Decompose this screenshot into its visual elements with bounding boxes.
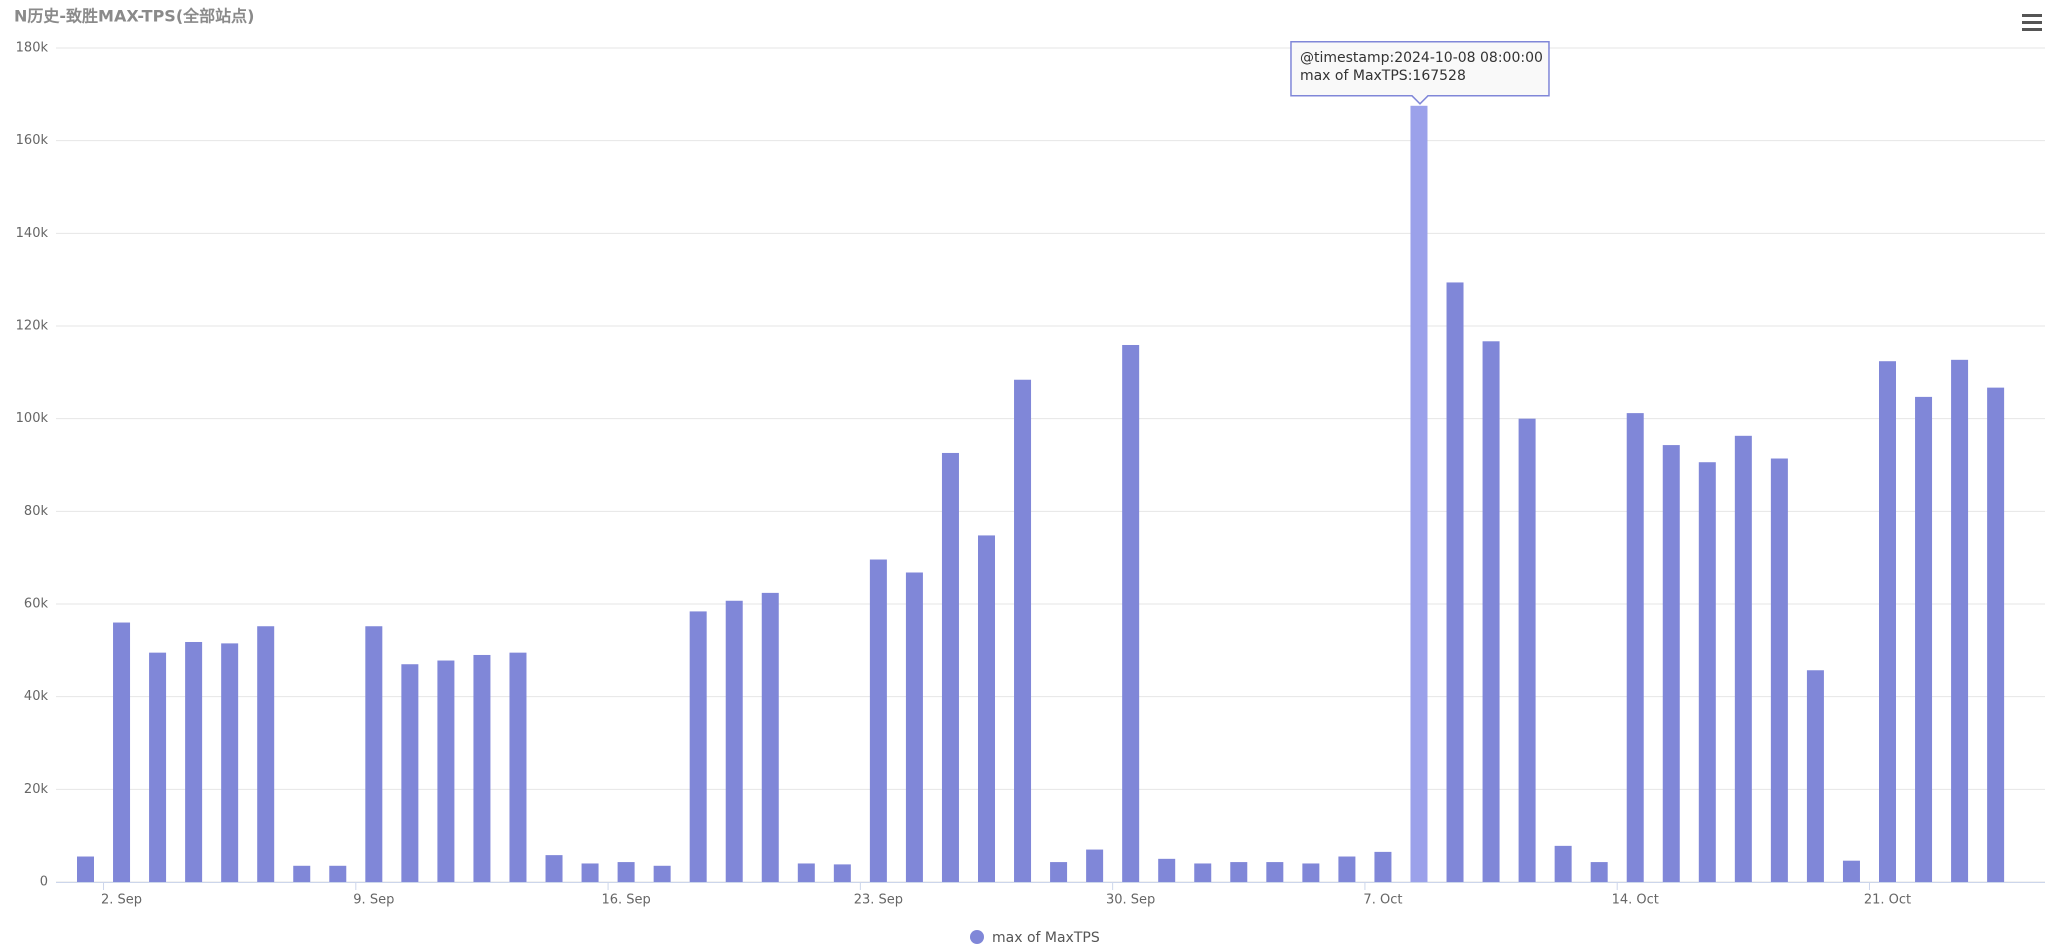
bar xyxy=(365,626,383,882)
bar xyxy=(1590,862,1608,882)
bar xyxy=(1446,282,1464,882)
bar xyxy=(1014,379,1032,882)
tooltip-line: max of MaxTPS:167528 xyxy=(1300,68,1466,84)
x-tick-label: 30. Sep xyxy=(1106,893,1155,908)
bar xyxy=(869,559,887,882)
x-tick-label: 7. Oct xyxy=(1363,893,1402,908)
bar xyxy=(1086,849,1104,882)
y-tick-label: 100k xyxy=(16,411,49,426)
bar xyxy=(1554,845,1572,882)
bar xyxy=(149,652,167,882)
bar xyxy=(437,660,455,882)
y-tick-label: 120k xyxy=(16,319,49,334)
bar xyxy=(1626,413,1644,882)
bar xyxy=(1662,445,1680,882)
bar xyxy=(689,611,707,882)
bar xyxy=(1987,387,2005,882)
tooltip: @timestamp:2024-10-08 08:00:00 max of Max… xyxy=(1290,41,1550,105)
x-tick-label: 9. Sep xyxy=(353,893,394,908)
y-tick-label: 160k xyxy=(16,133,49,148)
bar xyxy=(1770,458,1788,882)
bar xyxy=(1806,670,1824,882)
bar xyxy=(545,855,563,882)
bar xyxy=(1050,862,1068,882)
bar xyxy=(761,592,779,882)
bar xyxy=(797,863,815,882)
bar xyxy=(905,572,923,882)
x-tick-label: 16. Sep xyxy=(601,893,650,908)
bar xyxy=(1158,858,1176,882)
bar xyxy=(401,664,419,882)
tooltip-box xyxy=(1290,41,1550,105)
chart-title: N历史-致胜MAX-TPS(全部站点) xyxy=(14,7,254,26)
y-tick-label: 180k xyxy=(16,41,49,56)
bar xyxy=(1194,863,1212,882)
bar xyxy=(185,641,203,882)
bar xyxy=(978,535,995,882)
bar xyxy=(509,652,527,882)
bar xyxy=(1951,359,1969,882)
bar xyxy=(1410,105,1428,883)
menu-bar[interactable] xyxy=(2022,14,2042,17)
bar xyxy=(293,865,311,882)
y-tick-label: 80k xyxy=(24,504,49,519)
bar xyxy=(1698,462,1716,882)
bar xyxy=(257,626,275,882)
bar xyxy=(1338,856,1356,882)
bar xyxy=(473,654,491,882)
y-tick-label: 40k xyxy=(24,689,49,704)
bar xyxy=(1122,344,1140,882)
y-tick-label: 60k xyxy=(24,597,49,612)
bar xyxy=(653,865,671,882)
bar xyxy=(1374,851,1392,882)
y-tick-label: 140k xyxy=(16,226,49,241)
bar xyxy=(1230,862,1248,882)
bar xyxy=(941,452,959,882)
bar xyxy=(1842,860,1860,882)
bar xyxy=(581,863,599,882)
x-tick-label: 23. Sep xyxy=(854,893,903,908)
y-tick-label: 20k xyxy=(24,782,49,797)
bar xyxy=(113,622,131,882)
bar xyxy=(1266,862,1284,882)
legend-marker xyxy=(970,930,984,944)
bar xyxy=(725,600,743,882)
bar xyxy=(1482,341,1500,882)
x-tick-label: 2. Sep xyxy=(101,893,142,908)
bar xyxy=(1734,435,1752,882)
bar xyxy=(221,643,239,882)
y-tick-label: 0 xyxy=(40,875,48,890)
bar xyxy=(329,865,347,882)
bar xyxy=(1302,863,1320,882)
bar xyxy=(617,862,635,882)
x-tick-label: 21. Oct xyxy=(1864,893,1911,908)
bar xyxy=(1879,361,1896,882)
bar xyxy=(833,864,851,882)
bar xyxy=(77,856,94,882)
tooltip-line: @timestamp:2024-10-08 08:00:00 xyxy=(1300,50,1543,66)
menu-bar[interactable] xyxy=(2022,21,2042,24)
bar xyxy=(1915,396,1933,882)
x-tick-label: 14. Oct xyxy=(1612,893,1659,908)
menu-button[interactable] xyxy=(2022,14,2042,31)
legend: max of MaxTPS xyxy=(970,930,1100,944)
legend-label: max of MaxTPS xyxy=(992,930,1100,944)
menu-bar[interactable] xyxy=(2022,28,2042,31)
bar xyxy=(1518,418,1536,882)
